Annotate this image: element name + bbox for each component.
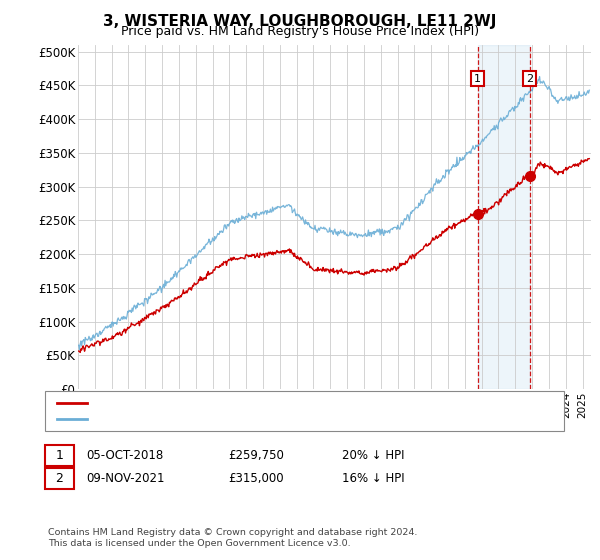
Text: £315,000: £315,000 bbox=[228, 472, 284, 486]
Text: Contains HM Land Registry data © Crown copyright and database right 2024.
This d: Contains HM Land Registry data © Crown c… bbox=[48, 528, 418, 548]
Text: £259,750: £259,750 bbox=[228, 449, 284, 462]
Text: 2: 2 bbox=[526, 73, 533, 83]
Text: 1: 1 bbox=[474, 73, 481, 83]
Bar bbox=[478, 45, 530, 389]
Text: Price paid vs. HM Land Registry's House Price Index (HPI): Price paid vs. HM Land Registry's House … bbox=[121, 25, 479, 38]
Text: 1: 1 bbox=[55, 449, 64, 462]
Text: 3, WISTERIA WAY, LOUGHBOROUGH, LE11 2WJ (detached house): 3, WISTERIA WAY, LOUGHBOROUGH, LE11 2WJ … bbox=[92, 398, 446, 408]
Text: 09-NOV-2021: 09-NOV-2021 bbox=[86, 472, 164, 486]
Text: 20% ↓ HPI: 20% ↓ HPI bbox=[342, 449, 404, 462]
Text: 16% ↓ HPI: 16% ↓ HPI bbox=[342, 472, 404, 486]
Text: 3, WISTERIA WAY, LOUGHBOROUGH, LE11 2WJ: 3, WISTERIA WAY, LOUGHBOROUGH, LE11 2WJ bbox=[103, 14, 497, 29]
Text: 2: 2 bbox=[55, 472, 64, 486]
Text: HPI: Average price, detached house, Charnwood: HPI: Average price, detached house, Char… bbox=[92, 414, 356, 424]
Text: 05-OCT-2018: 05-OCT-2018 bbox=[86, 449, 163, 462]
